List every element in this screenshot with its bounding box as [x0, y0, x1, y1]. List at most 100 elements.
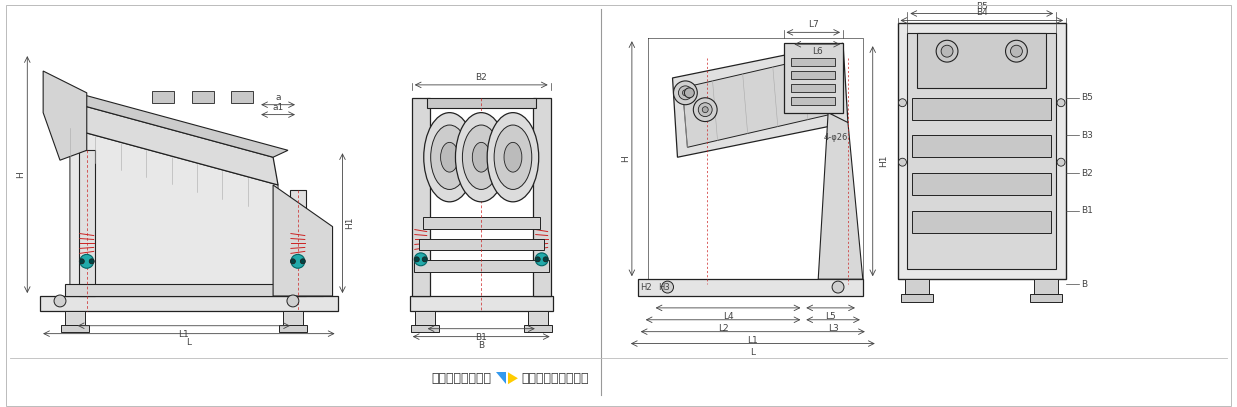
Bar	[152, 91, 174, 103]
Text: B5: B5	[1081, 93, 1092, 102]
Polygon shape	[496, 372, 506, 384]
Bar	[414, 260, 549, 272]
Text: a1: a1	[272, 103, 283, 112]
Polygon shape	[508, 372, 518, 384]
Ellipse shape	[80, 254, 94, 268]
Bar	[913, 98, 1051, 120]
Bar	[913, 136, 1051, 157]
Text: L1: L1	[178, 330, 189, 339]
Ellipse shape	[301, 259, 306, 264]
Text: B2: B2	[1081, 168, 1092, 177]
Text: 激振器型结构示意图: 激振器型结构示意图	[522, 372, 589, 385]
Text: L7: L7	[808, 20, 819, 29]
Text: L1: L1	[747, 336, 758, 345]
Ellipse shape	[693, 98, 717, 122]
Ellipse shape	[536, 253, 548, 266]
Ellipse shape	[414, 253, 427, 266]
Polygon shape	[818, 113, 863, 279]
Polygon shape	[66, 101, 278, 185]
Bar	[231, 91, 254, 103]
Bar	[409, 296, 553, 311]
Text: L4: L4	[722, 312, 734, 321]
Bar	[1034, 279, 1058, 294]
Ellipse shape	[424, 113, 475, 202]
Bar	[280, 325, 307, 332]
Ellipse shape	[440, 142, 459, 172]
Ellipse shape	[79, 259, 84, 264]
Bar	[523, 325, 552, 332]
Ellipse shape	[673, 81, 698, 105]
Bar	[79, 150, 95, 296]
Ellipse shape	[503, 142, 522, 172]
Ellipse shape	[1058, 158, 1065, 166]
Bar	[792, 58, 835, 66]
Text: B: B	[1081, 280, 1087, 289]
Bar	[423, 217, 539, 229]
Text: L6: L6	[811, 47, 823, 56]
Bar	[908, 33, 1056, 269]
Bar	[533, 98, 550, 296]
Text: L: L	[751, 348, 756, 357]
Bar	[918, 33, 1047, 88]
Bar	[412, 98, 429, 296]
Ellipse shape	[833, 281, 844, 293]
Text: L2: L2	[717, 324, 729, 333]
Ellipse shape	[455, 113, 507, 202]
Polygon shape	[66, 94, 288, 157]
Bar	[792, 97, 835, 105]
Bar	[419, 239, 544, 250]
Polygon shape	[273, 185, 333, 296]
Ellipse shape	[494, 125, 532, 189]
Bar	[913, 173, 1051, 195]
Text: B: B	[479, 341, 485, 350]
Ellipse shape	[898, 158, 907, 166]
Bar	[898, 24, 1066, 279]
Bar	[411, 325, 439, 332]
Text: B4: B4	[976, 9, 987, 18]
Ellipse shape	[463, 125, 500, 189]
Bar	[783, 43, 842, 113]
Ellipse shape	[291, 254, 304, 268]
Bar	[905, 279, 929, 294]
Ellipse shape	[543, 257, 548, 262]
Text: B1: B1	[475, 333, 487, 341]
Ellipse shape	[430, 125, 469, 189]
Bar	[283, 311, 303, 325]
Bar	[638, 279, 863, 296]
Text: a: a	[276, 93, 281, 102]
Ellipse shape	[1006, 40, 1028, 62]
Ellipse shape	[536, 257, 541, 262]
Ellipse shape	[473, 142, 490, 172]
Bar	[61, 325, 89, 332]
Polygon shape	[683, 53, 837, 147]
Text: H1: H1	[878, 155, 888, 167]
Ellipse shape	[422, 257, 427, 262]
Ellipse shape	[936, 40, 957, 62]
Text: H2: H2	[640, 282, 652, 291]
Polygon shape	[673, 43, 847, 157]
Text: H3: H3	[658, 282, 669, 291]
Bar	[792, 84, 835, 92]
Text: B5: B5	[976, 2, 987, 11]
Ellipse shape	[54, 295, 66, 307]
Text: B2: B2	[475, 73, 487, 82]
Text: H1: H1	[345, 217, 354, 230]
Bar	[427, 98, 536, 108]
Ellipse shape	[662, 281, 673, 293]
Bar	[414, 311, 434, 325]
Text: B1: B1	[1081, 206, 1092, 215]
Ellipse shape	[291, 259, 296, 264]
Polygon shape	[71, 129, 278, 296]
Bar	[192, 91, 214, 103]
Ellipse shape	[703, 107, 709, 113]
Polygon shape	[43, 71, 87, 160]
Ellipse shape	[678, 86, 693, 100]
Bar	[528, 311, 548, 325]
Ellipse shape	[941, 45, 952, 57]
Text: 电机型结构示意图: 电机型结构示意图	[432, 372, 491, 385]
Bar	[66, 311, 85, 325]
Bar	[792, 71, 835, 79]
Bar	[1030, 294, 1063, 302]
Ellipse shape	[487, 113, 539, 202]
Ellipse shape	[683, 90, 688, 96]
